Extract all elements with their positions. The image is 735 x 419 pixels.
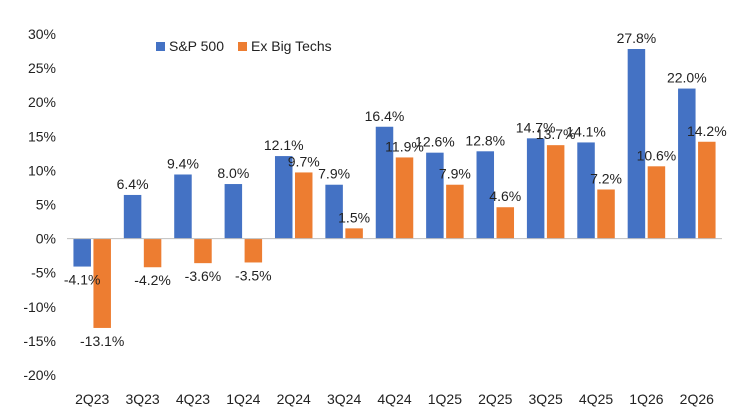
- y-tick-label: 30%: [28, 26, 56, 42]
- x-tick-label: 3Q23: [125, 391, 159, 407]
- y-tick-label: 5%: [36, 197, 56, 213]
- legend-swatch: [238, 42, 247, 51]
- bar-sp500-4q25: [577, 142, 595, 239]
- data-label: 27.8%: [617, 30, 657, 46]
- y-tick-label: 10%: [28, 162, 56, 178]
- bar-sp500-2q26: [678, 88, 696, 239]
- bar-ex-big-techs-2q26: [698, 141, 716, 239]
- bar-ex-big-techs-3q25: [546, 145, 565, 239]
- y-tick-label: 0%: [36, 231, 56, 247]
- x-tick-label: 1Q25: [428, 391, 462, 407]
- data-labels: -4.1% -13.1% 6.4% -4.2% 9.4% -3.6% 8.0% -3.5% 12…: [64, 30, 727, 349]
- bar-ex-big-techs-3q24: [345, 228, 363, 239]
- bar-sp500-1q24: [224, 184, 243, 239]
- bar-ex-big-techs-2q25: [496, 207, 515, 239]
- data-label: 9.7%: [288, 153, 320, 169]
- bar-sp500-3q24: [325, 184, 343, 239]
- bar-sp500-2q25: [476, 151, 495, 239]
- data-label: 14.1%: [566, 123, 606, 139]
- y-tick-label: 15%: [28, 128, 56, 144]
- x-tick-label: 2Q25: [478, 391, 512, 407]
- y-tick-label: 20%: [28, 94, 56, 110]
- bar-ex-big-techs-1q25: [446, 184, 464, 239]
- bar-ex-big-techs-1q26: [647, 166, 666, 239]
- bar-sp500-2q23: [73, 238, 91, 267]
- y-tick-label: -10%: [23, 299, 56, 315]
- bar-sp500-4q24: [375, 126, 394, 239]
- x-tick-label: 2Q24: [277, 391, 311, 407]
- data-label: -4.2%: [134, 272, 171, 288]
- data-label: -4.1%: [64, 272, 101, 288]
- bar-sp500-2q24: [274, 156, 293, 239]
- data-label: 4.6%: [489, 188, 521, 204]
- y-tick-label: -15%: [23, 333, 56, 349]
- x-tick-label: 2Q26: [680, 391, 714, 407]
- x-tick-label: 4Q25: [579, 391, 613, 407]
- y-tick-label: -20%: [23, 367, 56, 383]
- bar-ex-big-techs-2q24: [294, 172, 313, 239]
- data-label: 12.6%: [415, 134, 455, 150]
- data-label: 6.4%: [117, 176, 149, 192]
- data-label: 9.4%: [167, 155, 199, 171]
- data-label: 7.9%: [439, 166, 471, 182]
- legend-label: Ex Big Techs: [251, 38, 332, 54]
- y-tick-label: 25%: [28, 60, 56, 76]
- x-tick-label: 1Q26: [629, 391, 663, 407]
- data-label: 13.7%: [536, 126, 576, 142]
- bar-ex-big-techs-4q23: [194, 238, 212, 264]
- data-label: 12.8%: [465, 132, 505, 148]
- x-tick-label: 3Q25: [529, 391, 563, 407]
- data-label: 22.0%: [667, 70, 707, 86]
- x-tick-label: 4Q23: [176, 391, 210, 407]
- x-axis: 2Q23 3Q23 4Q23 1Q24 2Q24 3Q24 4Q24 1Q25 2Q25 3Q25…: [75, 391, 714, 407]
- bar-ex-big-techs-2q23: [93, 238, 111, 328]
- data-label: 14.7%: [516, 119, 556, 135]
- data-label: 7.2%: [590, 170, 622, 186]
- bar-ex-big-techs-4q25: [597, 189, 615, 239]
- data-label: 10.6%: [637, 147, 677, 163]
- x-tick-label: 4Q24: [377, 391, 411, 407]
- data-label: 7.9%: [318, 166, 350, 182]
- bar-ex-big-techs-1q24: [244, 238, 263, 263]
- bar-sp500-3q25: [526, 138, 545, 239]
- bar-sp500-4q23: [174, 174, 192, 239]
- bar-sp500-1q26: [627, 49, 646, 239]
- x-tick-label: 2Q23: [75, 391, 109, 407]
- legend: S&P 500 Ex Big Techs: [156, 38, 332, 54]
- data-label: -3.6%: [185, 268, 222, 284]
- data-label: 1.5%: [338, 209, 370, 225]
- bars: [73, 49, 716, 328]
- y-axis: 30% 25% 20% 15% 10% 5% 0% -5% -10% -15% -20%: [23, 26, 56, 383]
- bar-sp500-1q25: [426, 152, 444, 239]
- legend-swatch: [156, 42, 165, 51]
- data-label: 11.9%: [385, 138, 424, 154]
- bar-ex-big-techs-4q24: [395, 157, 414, 239]
- data-label: 8.0%: [217, 165, 249, 181]
- data-label: -13.1%: [80, 333, 124, 349]
- bar-ex-big-techs-3q23: [143, 238, 162, 268]
- bar-sp500-3q23: [123, 194, 142, 239]
- data-label: 16.4%: [365, 108, 405, 124]
- legend-label: S&P 500: [169, 38, 224, 54]
- data-label: 12.1%: [264, 137, 304, 153]
- data-label: 14.2%: [687, 123, 727, 139]
- data-label: -3.5%: [235, 267, 272, 283]
- x-tick-label: 1Q24: [226, 391, 260, 407]
- x-tick-label: 3Q24: [327, 391, 361, 407]
- y-tick-label: -5%: [31, 265, 56, 281]
